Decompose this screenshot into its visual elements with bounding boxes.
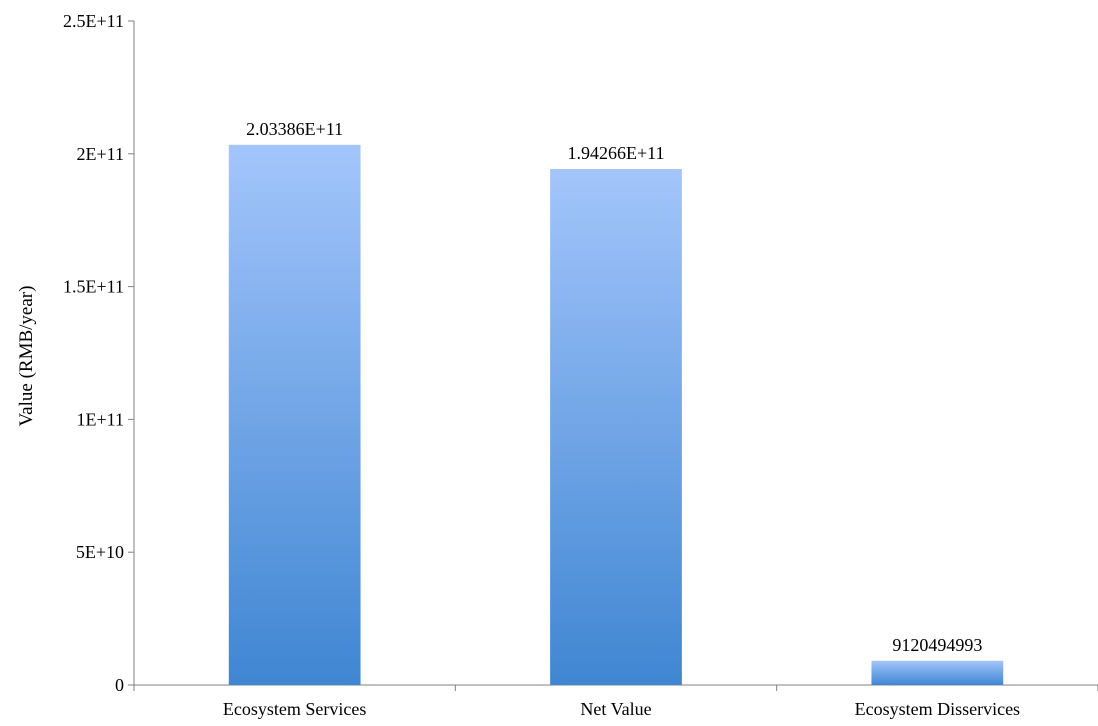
y-tick-label: 1E+11 [77,409,124,429]
bar [550,169,682,685]
data-labels: 2.03386E+11 1.94266E+11 9120494993 [246,119,982,655]
y-axis-title: Value (RMB/year) [16,286,37,427]
x-tick-label: Ecosystem Services [223,699,366,719]
y-axis: 0 5E+10 1E+11 1.5E+11 2E+11 2.5E+11 [63,11,135,695]
y-tick-label: 5E+10 [76,542,124,562]
x-tick-label: Ecosystem Disservices [855,699,1020,719]
bar [871,660,1004,685]
y-tick-label: 1.5E+11 [63,277,124,297]
bar [228,144,361,686]
y-tick-label: 2E+11 [77,144,124,164]
bar-data-label: 2.03386E+11 [246,119,343,139]
x-axis: Ecosystem Services Net Value Ecosystem Dis… [133,684,1098,719]
x-tick-label: Net Value [580,699,651,719]
bar-data-label: 1.94266E+11 [568,143,665,163]
bars [228,144,1004,686]
bar-data-label: 9120494993 [892,635,982,655]
y-tick-label: 0 [115,675,124,695]
y-tick-label: 2.5E+11 [63,11,124,31]
